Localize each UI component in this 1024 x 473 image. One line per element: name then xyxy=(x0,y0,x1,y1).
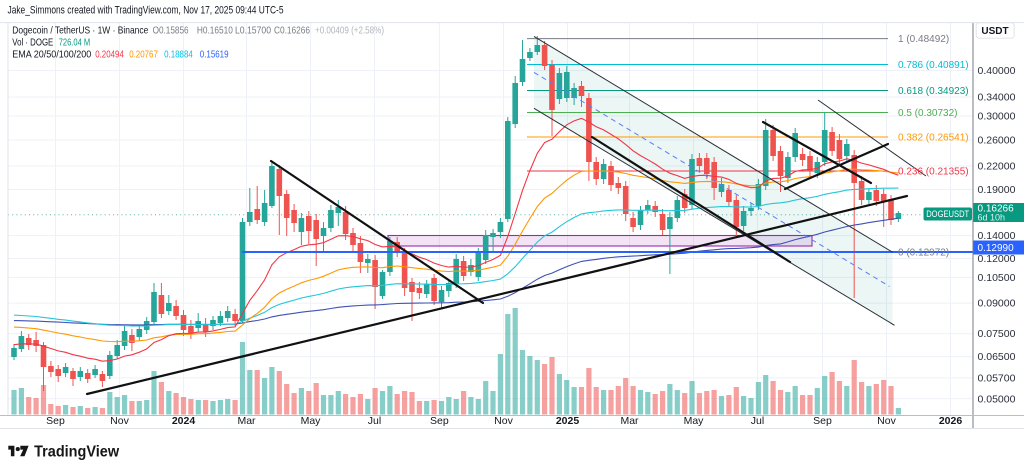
svg-text:0.16266: 0.16266 xyxy=(978,204,1015,215)
svg-text:0.618 (0.34923): 0.618 (0.34923) xyxy=(898,86,969,97)
svg-text:Nov: Nov xyxy=(494,415,513,427)
svg-text:0.10500: 0.10500 xyxy=(978,272,1016,284)
svg-text:Jul: Jul xyxy=(751,415,764,427)
svg-text:Nov: Nov xyxy=(877,415,896,427)
svg-text:0.40000: 0.40000 xyxy=(978,65,1016,77)
svg-text:+0.00409 (+2.58%): +0.00409 (+2.58%) xyxy=(315,25,384,37)
svg-text:0.20494: 0.20494 xyxy=(95,49,124,61)
svg-text:0.05000: 0.05000 xyxy=(978,393,1016,405)
svg-text:Sep: Sep xyxy=(813,415,832,427)
svg-text:0.236 (0.21355): 0.236 (0.21355) xyxy=(898,167,969,178)
svg-text:TradingView: TradingView xyxy=(34,444,120,461)
svg-text:0.06500: 0.06500 xyxy=(978,351,1016,363)
svg-text:Sep: Sep xyxy=(430,415,449,427)
svg-text:Dogecoin / TetherUS · 1W · Bin: Dogecoin / TetherUS · 1W · Binance xyxy=(12,25,148,37)
svg-text:0.19000: 0.19000 xyxy=(978,184,1016,196)
svg-text:0.12000: 0.12000 xyxy=(978,253,1016,265)
svg-text:C0.16266: C0.16266 xyxy=(274,25,310,37)
svg-text:Nov: Nov xyxy=(110,415,129,427)
svg-text:6d 10h: 6d 10h xyxy=(978,213,1006,223)
svg-text:0 (0.12972): 0 (0.12972) xyxy=(898,248,949,259)
svg-text:DOGEUSDT: DOGEUSDT xyxy=(926,209,969,219)
svg-text:0.5 (0.30732): 0.5 (0.30732) xyxy=(898,108,958,119)
svg-text:2025: 2025 xyxy=(556,415,580,427)
svg-text:0.382 (0.26541): 0.382 (0.26541) xyxy=(898,133,969,144)
svg-text:2024: 2024 xyxy=(172,415,196,427)
svg-text:Jul: Jul xyxy=(368,415,381,427)
svg-text:0.14000: 0.14000 xyxy=(978,230,1016,242)
svg-text:0.26000: 0.26000 xyxy=(978,135,1016,147)
svg-text:O0.15856: O0.15856 xyxy=(153,25,189,37)
svg-text:0.09000: 0.09000 xyxy=(978,298,1016,310)
svg-text:May: May xyxy=(301,415,322,427)
svg-text:Sep: Sep xyxy=(46,415,65,427)
svg-text:0.05700: 0.05700 xyxy=(978,372,1016,384)
svg-text:0.07500: 0.07500 xyxy=(978,328,1016,340)
svg-text:Mar: Mar xyxy=(237,415,256,427)
svg-text:EMA 20/50/100/200: EMA 20/50/100/200 xyxy=(12,49,91,61)
svg-text:0.786 (0.40891): 0.786 (0.40891) xyxy=(898,60,969,71)
svg-text:1 (0.48492): 1 (0.48492) xyxy=(898,34,949,45)
svg-text:L0.15700: L0.15700 xyxy=(235,25,271,37)
svg-text:H0.16510: H0.16510 xyxy=(197,25,233,37)
svg-text:0.20767: 0.20767 xyxy=(129,49,158,61)
svg-text:0.34000: 0.34000 xyxy=(978,92,1016,104)
svg-text:Mar: Mar xyxy=(620,415,639,427)
svg-text:May: May xyxy=(684,415,705,427)
svg-text:0.22000: 0.22000 xyxy=(978,161,1016,173)
svg-text:726.04 M: 726.04 M xyxy=(59,37,90,49)
svg-text:USDT: USDT xyxy=(981,26,1008,37)
svg-text:Jake_Simmons created with Trad: Jake_Simmons created with TradingView.co… xyxy=(8,5,284,17)
svg-text:2026: 2026 xyxy=(939,415,963,427)
svg-text:0.15619: 0.15619 xyxy=(200,49,229,61)
svg-text:0.18884: 0.18884 xyxy=(164,49,193,61)
svg-text:0.12990: 0.12990 xyxy=(978,243,1015,254)
svg-text:0.30000: 0.30000 xyxy=(978,111,1016,123)
svg-text:Vol · DOGE: Vol · DOGE xyxy=(12,37,53,49)
